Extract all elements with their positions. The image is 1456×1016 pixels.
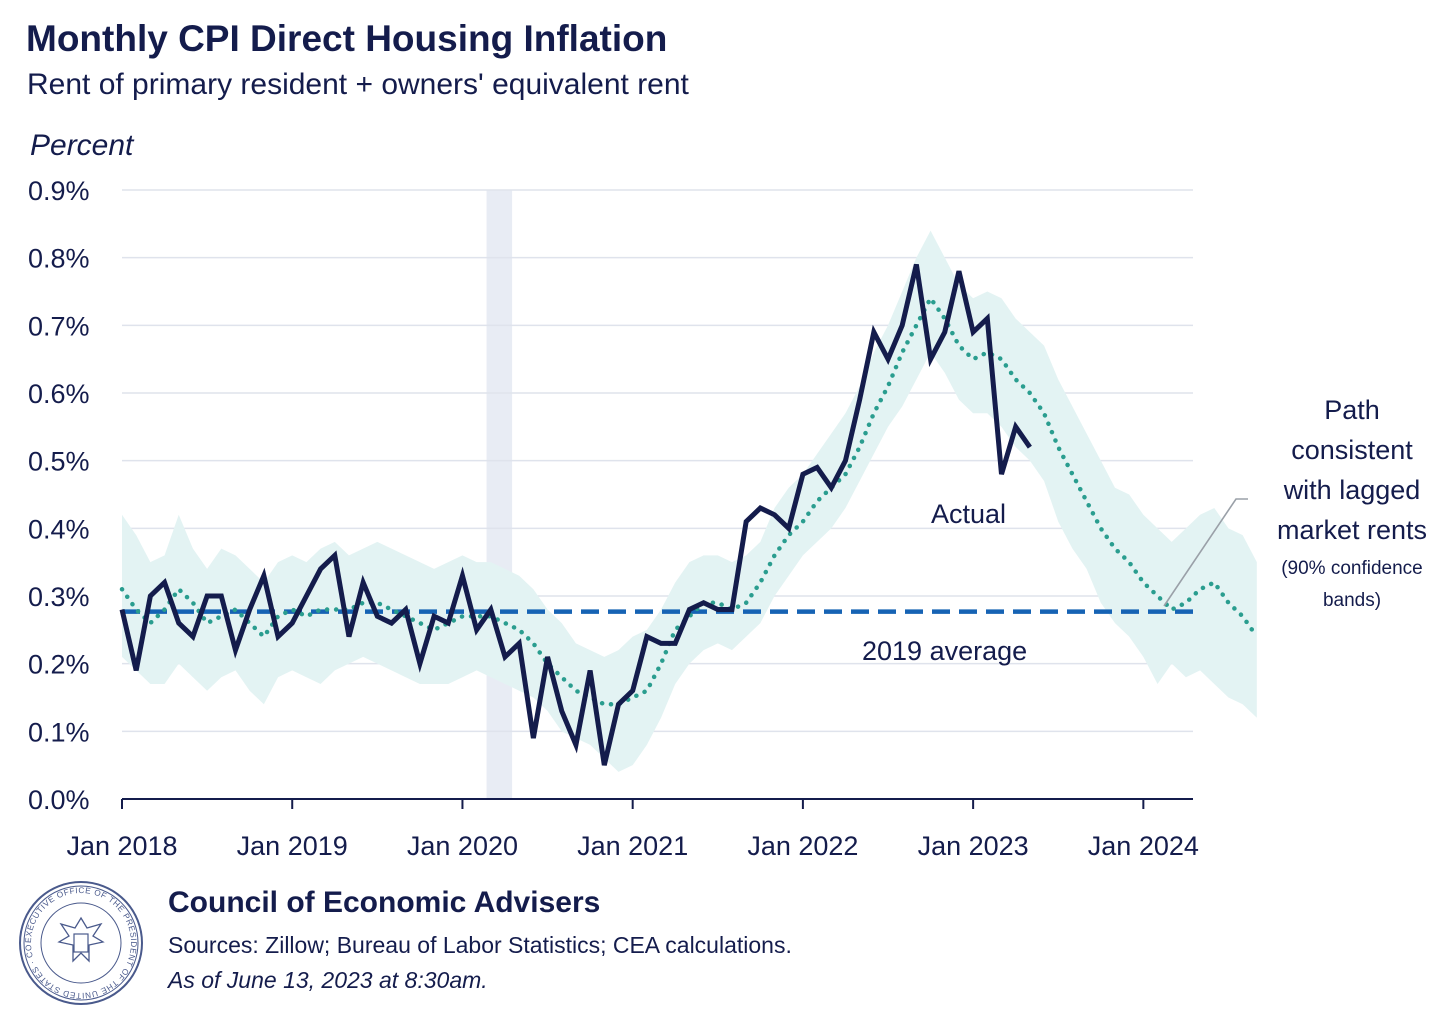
- chart-subtitle: Rent of primary resident + owners' equiv…: [27, 68, 689, 101]
- y-tick-label-3: 0.3%: [28, 582, 90, 612]
- path-label-line-3: with lagged: [1283, 475, 1421, 505]
- band-label-line-2: bands): [1323, 590, 1381, 611]
- chart-title: Monthly CPI Direct Housing Inflation: [26, 18, 668, 59]
- x-tick-label-3: Jan 2021: [577, 831, 688, 861]
- x-tick-label-5: Jan 2023: [918, 831, 1029, 861]
- actual-label: Actual: [931, 499, 1006, 529]
- x-tick-label-0: Jan 2018: [66, 831, 177, 861]
- path-label-line-4: market rents: [1277, 515, 1427, 545]
- recession-shading-layer: [486, 190, 513, 799]
- confidence-band-layer: [122, 230, 1257, 772]
- x-tick-label-2: Jan 2020: [407, 831, 518, 861]
- projection-path-layer: [119, 296, 1260, 707]
- x-tick-label-6: Jan 2024: [1088, 831, 1199, 861]
- y-tick-label-5: 0.5%: [28, 447, 90, 477]
- actual-series-layer: [119, 263, 1032, 766]
- y-tick-label-8: 0.8%: [28, 244, 90, 274]
- footer-organization: Council of Economic Advisers: [168, 886, 601, 919]
- y-tick-label-6: 0.6%: [28, 379, 90, 409]
- recession-shading: [486, 190, 513, 799]
- y-tick-label-2: 0.2%: [28, 650, 90, 680]
- y-axis-ticks: 0.0% 0.1% 0.2% 0.3% 0.4% 0.5% 0.6% 0.7% 0.8% 0.9%: [28, 176, 90, 815]
- chart: Percent 0.0% 0.1% 0.2% 0.3% 0.4% 0.5% 0.6% 0.7%…: [28, 129, 1427, 861]
- path-label-leader-line: [1163, 498, 1248, 607]
- band-label-line-1: (90% confidence: [1281, 558, 1423, 579]
- actual-series-line: [119, 263, 1032, 766]
- y-tick-label-7: 0.7%: [28, 311, 90, 341]
- path-label-line-1: Path: [1324, 395, 1380, 425]
- y-tick-label-0: 0.0%: [28, 785, 90, 815]
- y-tick-label-9: 0.9%: [28, 176, 90, 206]
- x-tick-label-4: Jan 2022: [747, 831, 858, 861]
- seal-text: EXECUTIVE OFFICE OF THE PRESIDENT OF THE…: [18, 880, 137, 1000]
- y-axis-label: Percent: [30, 129, 135, 162]
- x-tick-label-1: Jan 2019: [237, 831, 348, 861]
- average-label: 2019 average: [862, 636, 1027, 666]
- cea-seal: EXECUTIVE OFFICE OF THE PRESIDENT OF THE…: [18, 880, 143, 1005]
- path-label-line-2: consistent: [1291, 435, 1413, 465]
- confidence-band: [122, 230, 1257, 772]
- svg-text:EXECUTIVE OFFICE OF THE PRESID: EXECUTIVE OFFICE OF THE PRESIDENT OF THE…: [18, 880, 138, 1000]
- projection-path-line: [119, 296, 1260, 707]
- y-tick-label-4: 0.4%: [28, 514, 90, 544]
- x-axis-ticks: Jan 2018 Jan 2019 Jan 2020 Jan 2021 Jan 2022…: [66, 799, 1199, 861]
- y-tick-label-1: 0.1%: [28, 717, 90, 747]
- footer-sources: Sources: Zillow; Bureau of Labor Statist…: [168, 932, 792, 958]
- footer-as-of-date: As of June 13, 2023 at 8:30am.: [168, 967, 488, 993]
